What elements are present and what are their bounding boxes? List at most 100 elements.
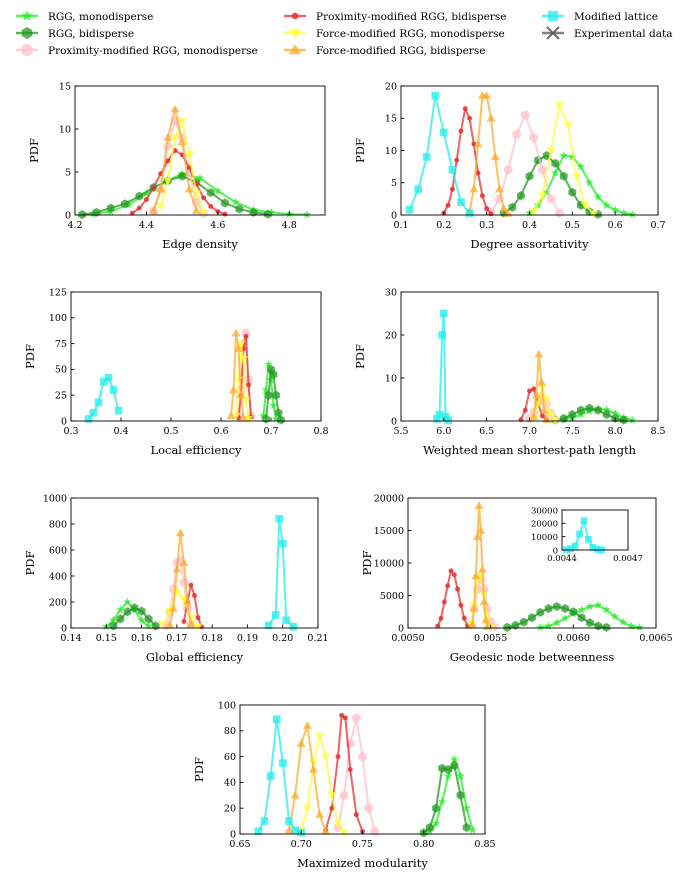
chart-degree-assortativity: 0.1 0.2 0.3 0.4 0.5 0.6 0.7 0 5 10 15 20 Degree asso… — [353, 81, 666, 251]
data-point-star-marker — [635, 622, 644, 631]
data-point-triangle-up-marker — [231, 328, 241, 337]
legend-label: Force-modified RGG, bidisperse — [316, 45, 485, 57]
y-tick-label: 80 — [224, 726, 236, 737]
data-point-square-marker — [414, 185, 422, 194]
x-tick-label: 0.65 — [229, 839, 250, 850]
data-point-square-marker — [433, 415, 441, 423]
legend-circle-marker — [21, 44, 33, 56]
x-tick-label: 0.6 — [213, 426, 228, 437]
data-point-square-marker — [576, 530, 583, 538]
data-point-star-marker — [550, 168, 560, 177]
data-point-hexagon-marker — [577, 405, 585, 415]
y-tick-label: 125 — [49, 287, 67, 298]
x-tick-label: 0.2 — [436, 220, 451, 231]
data-point-dot-marker — [435, 623, 441, 629]
series-group — [84, 328, 285, 425]
y-axis-label: PDF — [192, 757, 206, 782]
data-point-star-marker — [559, 151, 569, 160]
data-point-star-marker — [552, 618, 562, 627]
data-point-hexagon-marker — [444, 765, 453, 774]
data-point-circle-marker — [364, 803, 374, 813]
data-point-dot-marker — [455, 586, 461, 592]
y-tick-label: 30000 — [531, 506, 558, 516]
data-point-circle-marker — [339, 790, 349, 800]
axes-frame — [400, 85, 659, 216]
y-tick-label: 400 — [49, 571, 67, 582]
data-point-star-marker — [261, 385, 271, 394]
data-point-star-marker — [542, 187, 551, 197]
data-point-star-marker — [544, 621, 553, 630]
data-point-triangle-up-marker — [471, 571, 481, 580]
y-tick-label: 10000 — [531, 533, 558, 543]
data-point-hexagon-marker — [568, 187, 577, 197]
data-point-triangle-up-marker — [486, 113, 496, 122]
data-point-hexagon-marker — [568, 410, 577, 420]
data-point-square-marker — [457, 198, 465, 206]
data-point-dot-marker — [195, 615, 201, 621]
data-point-dot-marker — [451, 572, 457, 578]
data-point-square-marker — [431, 91, 440, 100]
data-point-triangle-up-marker — [168, 604, 178, 612]
x-tick-label: 0.16 — [131, 633, 152, 644]
data-point-triangle-up-marker — [170, 104, 180, 113]
y-tick-label: 10 — [385, 373, 397, 384]
data-point-triangle-up-marker — [536, 377, 546, 386]
legend-entry-modified-lattice: Modified lattice — [542, 10, 658, 23]
data-point-dot-marker — [539, 413, 545, 419]
data-point-dot-marker — [531, 386, 537, 392]
axes-frame — [561, 509, 629, 551]
data-point-dot-marker — [454, 157, 460, 163]
data-point-dot-marker — [449, 186, 455, 192]
x-tick-label: 4.6 — [210, 220, 225, 231]
data-point-triangle-up-marker — [482, 91, 492, 99]
x-tick-label: 0.0044 — [547, 554, 577, 564]
axes-frame — [70, 497, 319, 629]
data-point-hexagon-marker — [269, 370, 278, 380]
data-point-hexagon-marker — [544, 604, 553, 613]
data-point-star-marker — [437, 797, 447, 806]
data-point-triangle-down-marker — [231, 412, 241, 421]
data-point-square-marker — [567, 545, 575, 553]
data-point-square-marker — [271, 611, 280, 619]
data-point-hexagon-marker — [585, 618, 594, 628]
data-point-dot-marker — [462, 106, 468, 112]
y-tick-label: 0 — [61, 623, 67, 634]
legend-star-marker — [21, 10, 33, 21]
data-point-dot-marker — [342, 715, 348, 721]
data-point-triangle-down-marker — [241, 397, 251, 405]
data-point-hexagon-marker — [274, 408, 283, 418]
data-point-hexagon-marker — [536, 607, 545, 617]
y-tick-label: 10 — [59, 124, 71, 135]
data-point-triangle-up-marker — [177, 137, 187, 146]
data-point-triangle-down-marker — [191, 190, 201, 198]
series-line-modified-lattice — [436, 312, 449, 421]
y-tick-label: 50 — [55, 365, 67, 376]
data-point-triangle-up-marker — [499, 204, 509, 212]
data-point-square-marker — [571, 542, 579, 550]
data-point-hexagon-marker — [569, 607, 578, 617]
data-point-hexagon-marker — [206, 188, 215, 198]
data-point-star-marker — [585, 602, 595, 611]
data-point-triangle-down-marker — [236, 340, 246, 349]
data-point-hexagon-marker — [602, 410, 611, 420]
data-point-triangle-up-marker — [149, 206, 159, 214]
data-point-triangle-down-marker — [333, 820, 343, 829]
data-point-star-marker — [195, 173, 205, 182]
data-point-triangle-down-marker — [546, 411, 556, 420]
legend-label: RGG, monodisperse — [48, 11, 153, 23]
data-point-triangle-up-marker — [179, 558, 189, 567]
data-point-star-marker — [142, 189, 151, 198]
data-point-hexagon-marker — [528, 613, 536, 623]
data-point-star-marker — [626, 621, 636, 630]
data-point-square-marker — [272, 715, 281, 724]
data-point-star-marker — [213, 186, 223, 195]
data-point-star-marker — [269, 401, 278, 410]
legend-entry-rgg-monodisperse: RGG, monodisperse — [16, 10, 153, 23]
x-tick-label: 0.17 — [166, 633, 187, 644]
data-point-star-marker — [450, 754, 459, 763]
x-tick-label: 0.5 — [565, 220, 580, 231]
x-tick-label: 0.3 — [63, 426, 78, 437]
data-point-triangle-down-marker — [327, 792, 337, 800]
data-point-hexagon-marker — [178, 171, 187, 181]
